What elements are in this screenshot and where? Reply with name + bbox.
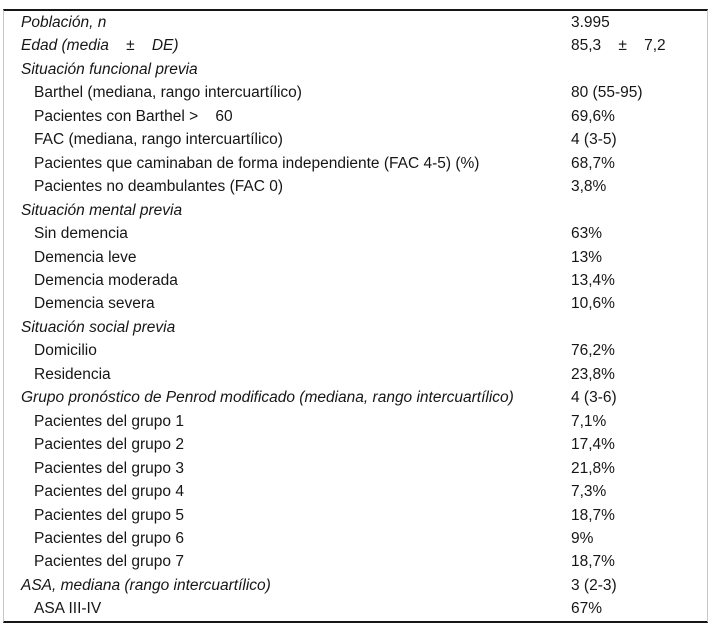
row-label: Pacientes del grupo 7 — [34, 553, 184, 571]
row-value: 13,4% — [571, 271, 615, 289]
row-label: Demencia severa — [34, 295, 155, 313]
row-value: 68,7% — [571, 154, 615, 172]
table-row: Pacientes del grupo 2 17,4% — [4, 433, 707, 456]
table-row: FAC (mediana, rango intercuartílico) 4 (… — [4, 128, 707, 151]
row-value: 13% — [571, 248, 603, 266]
row-value: 85,3 ± 7,2 — [571, 37, 666, 55]
row-label: Pacientes del grupo 3 — [34, 459, 184, 477]
table-row: Pacientes con Barthel > 60 69,6% — [4, 105, 707, 128]
table-row: Pacientes no deambulantes (FAC 0) 3,8% — [4, 175, 707, 198]
row-value: 4 (3-5) — [571, 131, 617, 149]
row-label: Pacientes del grupo 2 — [34, 436, 184, 454]
table-row: ASA III-IV 67% — [4, 597, 707, 620]
row-value — [571, 58, 707, 81]
row-label: Pacientes que caminaban de forma indepen… — [34, 154, 480, 172]
row-label: ASA III-IV — [34, 600, 102, 618]
table-row: Domicilio 76,2% — [4, 339, 707, 362]
table-row: Situación social previa — [4, 316, 707, 339]
row-value: 3,8% — [571, 178, 607, 196]
row-value: 10,6% — [571, 295, 615, 313]
table-row: Pacientes del grupo 1 7,1% — [4, 410, 707, 433]
row-label: Demencia leve — [34, 248, 137, 266]
table-row: Pacientes del grupo 7 18,7% — [4, 550, 707, 573]
row-label: Edad (media ± DE) — [21, 37, 179, 55]
table-row: Pacientes del grupo 6 9% — [4, 527, 707, 550]
row-label: Pacientes no deambulantes (FAC 0) — [34, 178, 283, 196]
row-label: Demencia moderada — [34, 271, 178, 289]
row-label: Pacientes del grupo 6 — [34, 529, 184, 547]
row-value — [571, 316, 707, 339]
row-value: 3 (2-3) — [571, 576, 617, 594]
table-row: Situación funcional previa — [4, 58, 707, 81]
row-value: 67% — [571, 600, 603, 618]
row-label: Sin demencia — [34, 225, 128, 243]
row-label: Situación mental previa — [21, 201, 183, 219]
row-value: 17,4% — [571, 436, 615, 454]
row-label: Pacientes con Barthel > 60 — [34, 107, 233, 125]
row-value: 69,6% — [571, 107, 615, 125]
table-row: Pacientes que caminaban de forma indepen… — [4, 152, 707, 175]
row-label: Situación social previa — [21, 318, 176, 336]
row-value: 76,2% — [571, 342, 615, 360]
table-row: Edad (media ± DE) 85,3 ± 7,2 — [4, 34, 707, 57]
row-label: Domicilio — [34, 342, 97, 360]
table-row: ASA, mediana (rango intercuartílico) 3 (… — [4, 574, 707, 597]
row-label: Pacientes del grupo 1 — [34, 412, 184, 430]
table-row: Residencia 23,8% — [4, 363, 707, 386]
table-row: Grupo pronóstico de Penrod modificado (m… — [4, 386, 707, 409]
table-row: Barthel (mediana, rango intercuartílico)… — [4, 81, 707, 104]
table-row: Pacientes del grupo 4 7,3% — [4, 480, 707, 503]
row-label: Situación funcional previa — [21, 60, 198, 78]
table-row: Pacientes del grupo 5 18,7% — [4, 504, 707, 527]
row-value: 4 (3-6) — [571, 389, 617, 407]
row-value: 18,7% — [571, 506, 615, 524]
row-label: FAC (mediana, rango intercuartílico) — [34, 131, 283, 149]
row-value: 63% — [571, 225, 603, 243]
table-rows: Población, n 3.995 Edad (media ± DE) 85,… — [4, 11, 707, 621]
table-row: Demencia moderada 13,4% — [4, 269, 707, 292]
row-value: 3.995 — [571, 14, 610, 31]
row-label: Población, n — [21, 14, 107, 31]
row-label: Pacientes del grupo 4 — [34, 483, 184, 501]
row-value: 7,1% — [571, 412, 607, 430]
table-row: Demencia leve 13% — [4, 246, 707, 269]
table-row: Población, n 3.995 — [4, 11, 707, 34]
row-label: ASA, mediana (rango intercuartílico) — [21, 576, 271, 594]
row-label: Grupo pronóstico de Penrod modificado (m… — [21, 389, 514, 407]
row-value: 18,7% — [571, 553, 615, 571]
table-row: Sin demencia 63% — [4, 222, 707, 245]
row-value: 80 (55-95) — [571, 84, 643, 102]
row-value: 9% — [571, 529, 594, 547]
row-value: 7,3% — [571, 483, 607, 501]
row-label: Barthel (mediana, rango intercuartílico) — [34, 84, 302, 102]
row-value: 21,8% — [571, 459, 615, 477]
table-row: Pacientes del grupo 3 21,8% — [4, 457, 707, 480]
row-value: 23,8% — [571, 365, 615, 383]
table-row: Demencia severa 10,6% — [4, 292, 707, 315]
row-value — [571, 199, 707, 222]
row-label: Pacientes del grupo 5 — [34, 506, 184, 524]
patient-characteristics-table: Población, n 3.995 Edad (media ± DE) 85,… — [3, 9, 708, 623]
table-row: Situación mental previa — [4, 199, 707, 222]
row-label: Residencia — [34, 365, 111, 383]
